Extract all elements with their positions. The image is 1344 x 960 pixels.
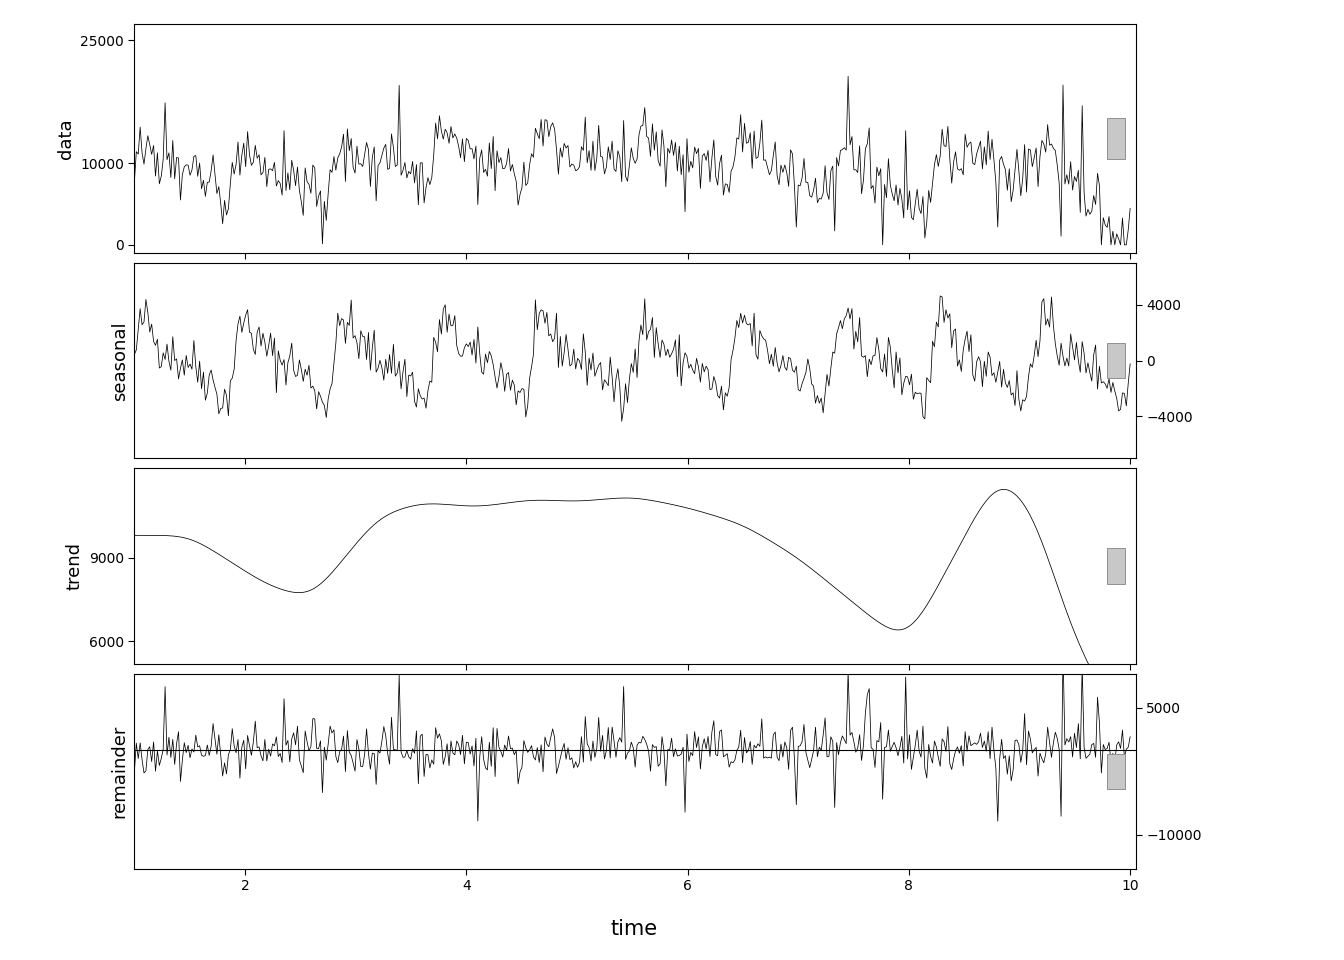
Bar — [1107, 754, 1125, 789]
Text: time: time — [610, 920, 659, 939]
Y-axis label: remainder: remainder — [110, 725, 129, 818]
Y-axis label: seasonal: seasonal — [110, 321, 129, 400]
Bar — [1107, 548, 1125, 584]
Y-axis label: trend: trend — [66, 542, 83, 590]
Bar — [1107, 343, 1125, 378]
Bar — [1107, 118, 1125, 159]
Y-axis label: data: data — [56, 118, 74, 158]
